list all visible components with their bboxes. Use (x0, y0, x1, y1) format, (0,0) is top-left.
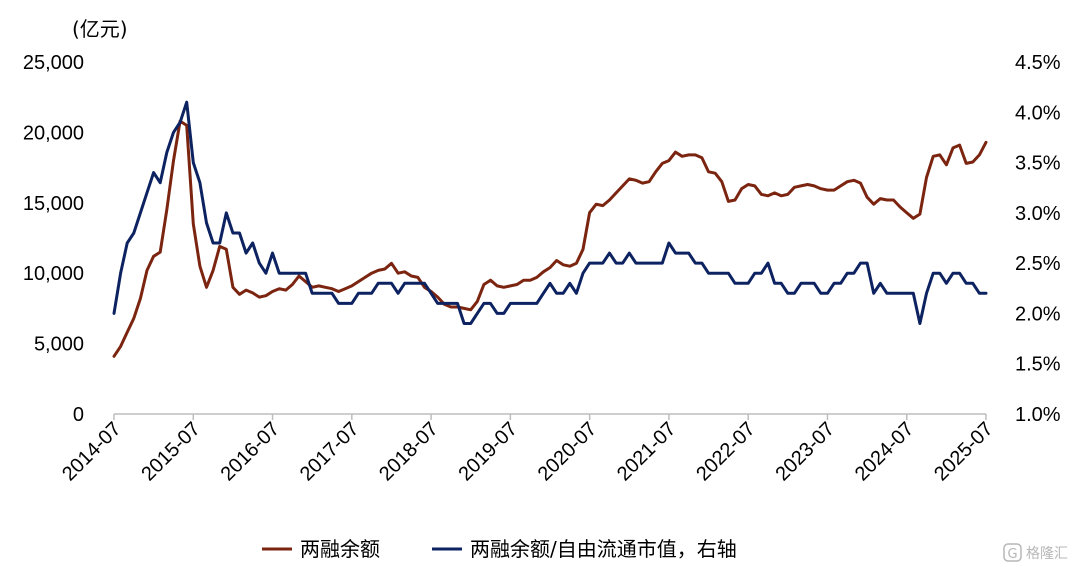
left-axis-ticks: 25,000 20,000 15,000 10,000 5,000 0 (23, 52, 84, 426)
x-tick-label: 2017-07 (296, 418, 363, 485)
right-tick-label: 2.5% (1015, 253, 1061, 275)
left-tick-label: 0 (73, 404, 84, 426)
g-logo-glyph: G (1008, 547, 1018, 562)
x-tick-label: 2014-07 (58, 418, 125, 485)
left-tick-label: 15,000 (23, 193, 84, 215)
x-tick-label: 2025-07 (930, 418, 997, 485)
watermark: G 格隆汇 (1003, 543, 1068, 562)
x-tick-label: 2015-07 (137, 418, 204, 485)
legend-label-margin-ratio: 两融余额/自由流通市值，右轴 (470, 537, 737, 561)
x-tick-label: 2019-07 (454, 418, 521, 485)
right-tick-label: 2.0% (1015, 303, 1061, 325)
watermark-text: 格隆汇 (1026, 546, 1068, 562)
x-tick-label: 2020-07 (534, 418, 601, 485)
left-tick-label: 25,000 (23, 52, 84, 74)
right-tick-label: 1.5% (1015, 354, 1061, 376)
legend-label-margin-balance: 两融余额 (300, 537, 380, 561)
right-tick-label: 3.0% (1015, 203, 1061, 225)
x-tick-label: 2024-07 (851, 418, 918, 485)
series-line-margin-ratio (112, 100, 988, 325)
right-axis-ticks: 4.5% 4.0% 3.5% 3.0% 2.5% 2.0% 1.5% 1.0% (1015, 52, 1061, 426)
right-tick-label: 1.0% (1015, 404, 1061, 426)
x-axis-ticks: 2014-07 2015-07 2016-07 2017-07 2018-07 2019-… (58, 414, 998, 485)
legend: 两融余额 两融余额/自由流通市值，右轴 (262, 537, 737, 561)
series-line-margin-balance (112, 119, 988, 358)
x-tick-label: 2021-07 (613, 418, 680, 485)
x-tick-label: 2016-07 (217, 418, 284, 485)
left-tick-label: 5,000 (34, 334, 84, 356)
left-tick-label: 20,000 (23, 122, 84, 144)
left-tick-label: 10,000 (23, 263, 84, 285)
x-tick-label: 2018-07 (375, 418, 442, 485)
right-tick-label: 3.5% (1015, 153, 1061, 175)
g-logo-icon (1003, 543, 1022, 562)
right-tick-label: 4.5% (1015, 52, 1061, 74)
x-tick-label: 2023-07 (772, 418, 839, 485)
right-tick-label: 4.0% (1015, 102, 1061, 124)
left-axis-unit: (亿元) (72, 17, 128, 41)
x-tick-label: 2022-07 (692, 418, 759, 485)
series-layer (112, 100, 988, 358)
